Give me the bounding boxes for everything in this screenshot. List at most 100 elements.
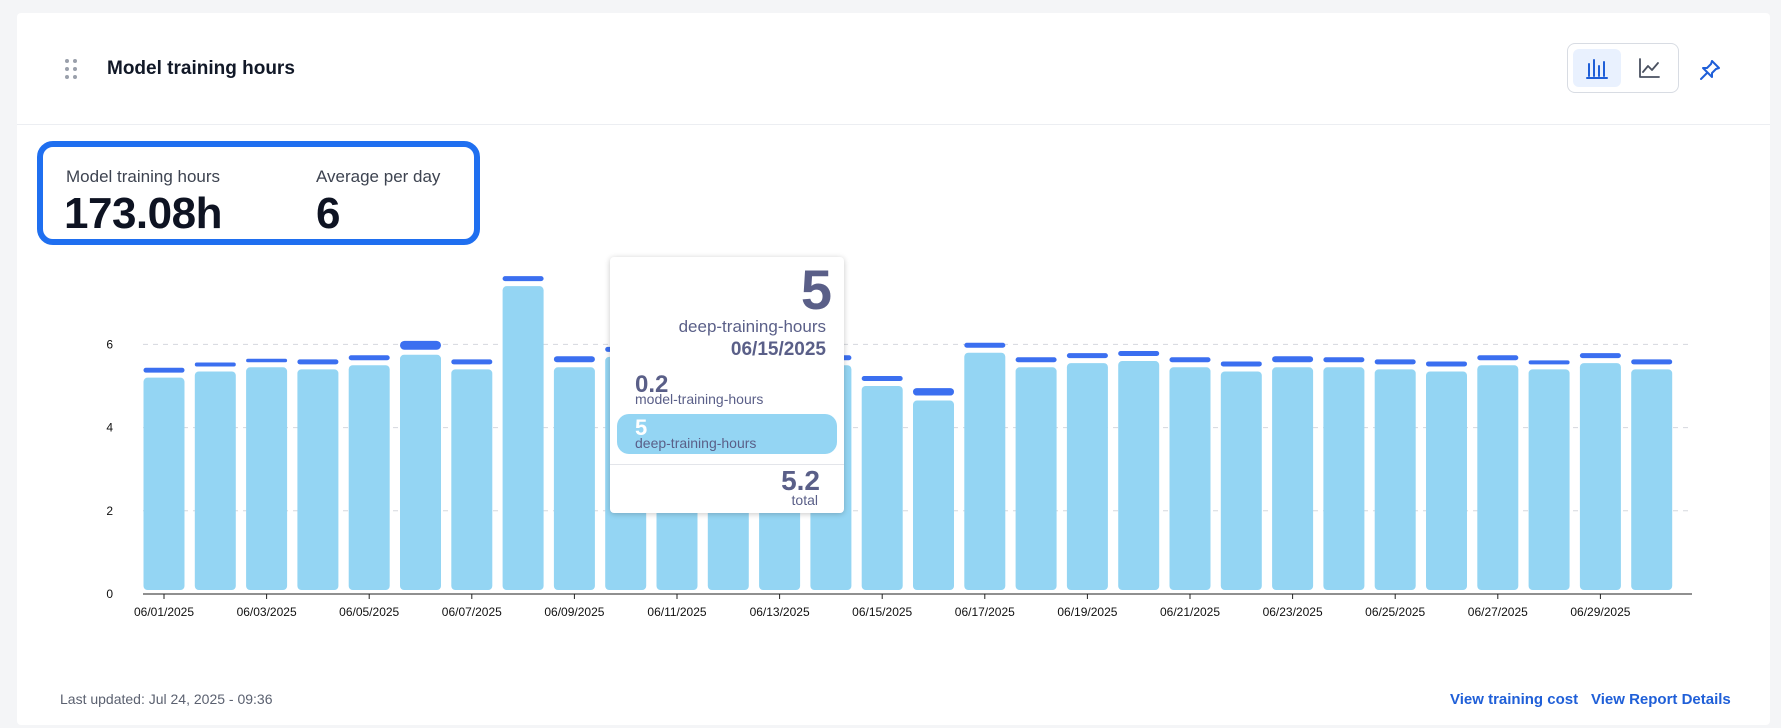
bar-model-training	[1272, 356, 1314, 363]
bar-model-training	[913, 388, 954, 396]
x-tick-label: 06/01/2025	[134, 605, 194, 619]
tooltip-series-name: deep-training-hours	[678, 317, 826, 336]
bar-model-training	[502, 276, 544, 282]
bar-model-training	[143, 367, 185, 373]
pin-button[interactable]	[1695, 55, 1725, 85]
x-tick-label: 06/19/2025	[1057, 605, 1117, 619]
bar-model-training	[451, 359, 493, 365]
bar-model-training	[964, 342, 1006, 348]
card-title: Model training hours	[107, 58, 295, 79]
line-chart-toggle-button[interactable]	[1625, 49, 1673, 87]
view-report-details-link[interactable]: View Report Details	[1591, 691, 1731, 708]
x-tick-label: 06/17/2025	[955, 605, 1015, 619]
bar-deep-training	[913, 400, 954, 590]
stats-summary: Model training hours 173.08h Average per…	[37, 141, 480, 245]
bar-deep-training	[1066, 363, 1108, 590]
tooltip-divider	[610, 464, 844, 465]
bar-model-training	[400, 340, 441, 350]
x-tick-label: 06/13/2025	[750, 605, 810, 619]
x-tick-label: 06/07/2025	[442, 605, 502, 619]
bar-deep-training	[1015, 367, 1057, 590]
bar-deep-training	[861, 386, 903, 590]
bar-model-training	[1118, 351, 1160, 357]
line-chart-icon	[1639, 58, 1660, 78]
y-tick-label: 2	[106, 504, 113, 518]
bar-deep-training	[1374, 369, 1416, 590]
bar-deep-training	[1477, 365, 1519, 590]
bar-model-training	[297, 359, 339, 365]
bar-deep-training	[1220, 371, 1262, 590]
x-tick-label: 06/25/2025	[1365, 605, 1425, 619]
bar-deep-training	[502, 286, 544, 590]
bar-model-training	[1323, 357, 1365, 363]
bar-chart-icon	[1586, 59, 1608, 79]
x-tick-label: 06/21/2025	[1160, 605, 1220, 619]
tooltip-big-value: 5	[800, 258, 832, 321]
tooltip-row-value: 0.2	[635, 371, 669, 398]
x-tick-label: 06/29/2025	[1570, 605, 1630, 619]
chart-tooltip: 5 deep-training-hours 06/15/2025 0.2 mod…	[610, 257, 844, 513]
bar-deep-training	[1528, 369, 1570, 590]
bar-model-training	[1528, 360, 1570, 365]
tooltip-row-value-highlighted: 5	[635, 415, 648, 440]
tooltip-date: 06/15/2025	[730, 339, 826, 360]
bar-deep-training	[1272, 367, 1314, 590]
y-tick-label: 0	[106, 587, 113, 601]
bar-deep-training	[297, 369, 339, 590]
bar-deep-training	[400, 354, 441, 590]
card-header: Model training hours	[17, 13, 1770, 125]
bar-deep-training	[1631, 369, 1673, 590]
x-tick-label: 06/11/2025	[647, 605, 706, 619]
bar-model-training	[194, 362, 236, 367]
bar-deep-training	[451, 369, 493, 590]
y-tick-label: 4	[106, 421, 113, 435]
bar-model-training	[1169, 357, 1211, 363]
x-tick-label: 06/27/2025	[1468, 605, 1528, 619]
bar-model-training	[1477, 355, 1519, 361]
last-updated: Last updated: Jul 24, 2025 - 09:36	[60, 691, 273, 707]
bar-model-training	[1066, 353, 1108, 359]
bar-chart-toggle-button[interactable]	[1573, 49, 1621, 87]
bar-model-training	[1374, 359, 1416, 365]
bar-deep-training	[1426, 371, 1467, 590]
tooltip-total-value: 5.2	[781, 465, 820, 496]
bar-deep-training	[348, 365, 390, 590]
x-tick-label: 06/03/2025	[237, 605, 297, 619]
bar-deep-training	[1118, 361, 1160, 590]
bar-deep-training	[964, 352, 1006, 590]
x-tick-label: 06/23/2025	[1263, 605, 1323, 619]
x-tick-label: 06/05/2025	[339, 605, 399, 619]
bar-model-training	[1426, 361, 1467, 367]
bar-model-training	[553, 356, 595, 363]
bar-deep-training	[194, 371, 236, 590]
bar-deep-training	[246, 367, 288, 590]
bar-deep-training	[553, 367, 595, 590]
bar-deep-training	[1579, 363, 1621, 590]
tooltip-row-name: model-training-hours	[635, 391, 764, 407]
bar-model-training	[1631, 359, 1673, 365]
drag-handle-icon[interactable]	[65, 59, 79, 81]
stat-value-total: 173.08h	[64, 189, 222, 238]
x-tick-label: 06/15/2025	[852, 605, 912, 619]
stat-label-average: Average per day	[316, 167, 441, 186]
chart-type-toggle	[1567, 43, 1679, 93]
tooltip-total-label: total	[791, 492, 818, 508]
bar-model-training	[861, 376, 903, 381]
x-tick-label: 06/09/2025	[544, 605, 604, 619]
bar-deep-training	[143, 377, 185, 590]
tooltip-row-name-highlighted: deep-training-hours	[635, 435, 757, 451]
view-training-cost-link[interactable]: View training cost	[1450, 691, 1579, 708]
y-tick-label: 6	[106, 337, 113, 351]
tooltip-row-highlight	[617, 414, 837, 454]
bar-model-training	[1220, 361, 1262, 367]
bar-model-training	[1579, 353, 1621, 359]
bar-model-training	[348, 355, 390, 361]
pin-icon	[1700, 60, 1720, 80]
stat-label-total: Model training hours	[66, 167, 221, 186]
bar-deep-training	[1323, 367, 1365, 590]
bar-model-training	[246, 358, 288, 363]
bar-deep-training	[1169, 367, 1211, 590]
bar-model-training	[1015, 357, 1057, 363]
stat-value-average: 6	[316, 189, 340, 238]
